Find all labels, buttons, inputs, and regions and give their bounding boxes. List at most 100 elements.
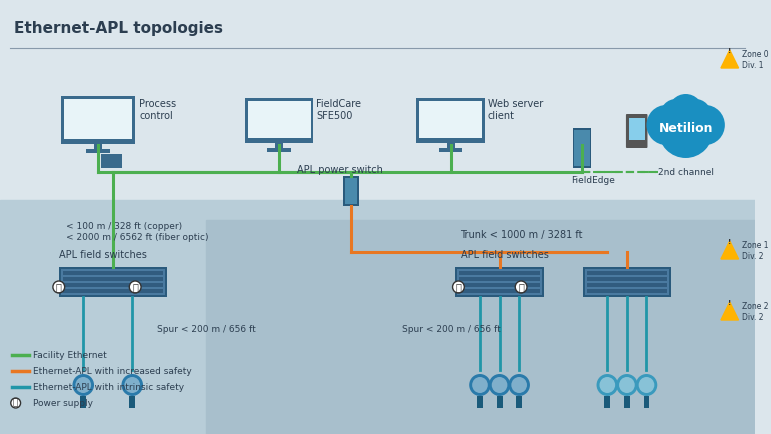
Text: FieldCare
SFE500: FieldCare SFE500 bbox=[316, 99, 362, 121]
Bar bbox=[624, 396, 630, 408]
Bar bbox=[343, 176, 359, 206]
Text: ⓞ: ⓞ bbox=[56, 282, 62, 292]
Bar bbox=[61, 96, 135, 144]
Bar bbox=[460, 289, 540, 293]
Text: ⓞ: ⓞ bbox=[133, 282, 138, 292]
Bar bbox=[94, 144, 102, 150]
Bar bbox=[574, 130, 590, 166]
Circle shape bbox=[668, 94, 703, 130]
Bar bbox=[460, 277, 540, 281]
Text: !: ! bbox=[728, 300, 732, 306]
Text: APL field switches: APL field switches bbox=[460, 250, 548, 260]
Bar bbox=[497, 396, 503, 408]
Bar bbox=[460, 283, 540, 287]
Bar bbox=[439, 148, 463, 151]
Bar bbox=[245, 98, 314, 142]
Text: Zone 0
Div. 1: Zone 0 Div. 1 bbox=[742, 50, 768, 70]
Bar bbox=[64, 99, 132, 139]
Polygon shape bbox=[721, 241, 739, 259]
Bar bbox=[477, 396, 483, 408]
Text: Facility Ethernet: Facility Ethernet bbox=[33, 351, 107, 359]
Circle shape bbox=[619, 377, 635, 393]
Bar bbox=[457, 269, 542, 295]
Bar bbox=[416, 98, 485, 142]
Text: Power supply: Power supply bbox=[33, 398, 93, 408]
Bar bbox=[62, 277, 163, 281]
Text: 2nd channel: 2nd channel bbox=[658, 168, 714, 177]
Circle shape bbox=[647, 105, 685, 145]
Text: < 100 m / 328 ft (copper)
< 2000 m / 6562 ft (fiber optic): < 100 m / 328 ft (copper) < 2000 m / 656… bbox=[66, 222, 208, 242]
Bar bbox=[644, 396, 649, 408]
Text: Ethernet-APL with intrinsic safety: Ethernet-APL with intrinsic safety bbox=[33, 382, 184, 391]
Text: Spur < 200 m / 656 ft: Spur < 200 m / 656 ft bbox=[402, 326, 500, 335]
Bar bbox=[0, 200, 756, 434]
Bar bbox=[206, 220, 756, 434]
Text: ⓞ: ⓞ bbox=[518, 282, 524, 292]
Bar bbox=[419, 101, 482, 138]
Text: Trunk < 1000 m / 3281 ft: Trunk < 1000 m / 3281 ft bbox=[460, 230, 583, 240]
Text: ⓞ: ⓞ bbox=[13, 398, 19, 408]
Polygon shape bbox=[721, 50, 739, 68]
Circle shape bbox=[616, 374, 638, 396]
Circle shape bbox=[636, 374, 657, 396]
Circle shape bbox=[658, 102, 713, 158]
Bar bbox=[583, 267, 671, 297]
Bar bbox=[587, 277, 667, 281]
Circle shape bbox=[660, 99, 692, 131]
Text: APL power switch: APL power switch bbox=[297, 165, 382, 175]
Circle shape bbox=[470, 374, 491, 396]
Bar bbox=[456, 267, 544, 297]
Text: Process
control: Process control bbox=[139, 99, 177, 121]
Text: Zone 1
Div. 2: Zone 1 Div. 2 bbox=[742, 241, 768, 261]
Text: Zone 2
Div. 2: Zone 2 Div. 2 bbox=[742, 302, 768, 322]
Bar bbox=[275, 142, 283, 148]
Text: Ethernet-APL with increased safety: Ethernet-APL with increased safety bbox=[33, 366, 192, 375]
Circle shape bbox=[511, 377, 527, 393]
Circle shape bbox=[638, 377, 655, 393]
Text: !: ! bbox=[728, 48, 732, 54]
Bar bbox=[460, 271, 540, 275]
Text: !: ! bbox=[728, 239, 732, 245]
Text: Web server
client: Web server client bbox=[488, 99, 543, 121]
Bar bbox=[268, 148, 291, 151]
Bar bbox=[587, 271, 667, 275]
Circle shape bbox=[11, 398, 21, 408]
Text: ⓞ: ⓞ bbox=[456, 282, 461, 292]
Bar bbox=[584, 269, 669, 295]
Text: Ethernet-APL topologies: Ethernet-APL topologies bbox=[14, 20, 223, 36]
Bar bbox=[61, 269, 164, 295]
Circle shape bbox=[680, 99, 711, 131]
Circle shape bbox=[515, 281, 527, 293]
Bar bbox=[130, 396, 135, 408]
Bar bbox=[517, 396, 522, 408]
Bar bbox=[0, 0, 756, 50]
Bar bbox=[80, 396, 86, 408]
Bar bbox=[587, 289, 667, 293]
Bar bbox=[101, 154, 123, 168]
Circle shape bbox=[508, 374, 530, 396]
Circle shape bbox=[685, 105, 725, 145]
Text: Netilion: Netilion bbox=[658, 122, 713, 135]
Text: APL field switches: APL field switches bbox=[59, 250, 146, 260]
Bar bbox=[86, 149, 109, 153]
Circle shape bbox=[492, 377, 507, 393]
Bar bbox=[587, 283, 667, 287]
Circle shape bbox=[122, 374, 143, 396]
Circle shape bbox=[53, 281, 65, 293]
Bar bbox=[247, 101, 311, 138]
Bar bbox=[62, 283, 163, 287]
Circle shape bbox=[76, 377, 91, 393]
Bar bbox=[62, 289, 163, 293]
Text: Spur < 200 m / 656 ft: Spur < 200 m / 656 ft bbox=[157, 326, 255, 335]
Circle shape bbox=[597, 374, 618, 396]
Polygon shape bbox=[721, 302, 739, 320]
Bar bbox=[629, 118, 645, 140]
Bar bbox=[62, 271, 163, 275]
Circle shape bbox=[130, 281, 141, 293]
Bar bbox=[446, 142, 455, 148]
Circle shape bbox=[600, 377, 615, 393]
Circle shape bbox=[453, 281, 464, 293]
Bar bbox=[573, 128, 591, 168]
Text: FieldEdge: FieldEdge bbox=[571, 176, 615, 185]
Circle shape bbox=[124, 377, 140, 393]
